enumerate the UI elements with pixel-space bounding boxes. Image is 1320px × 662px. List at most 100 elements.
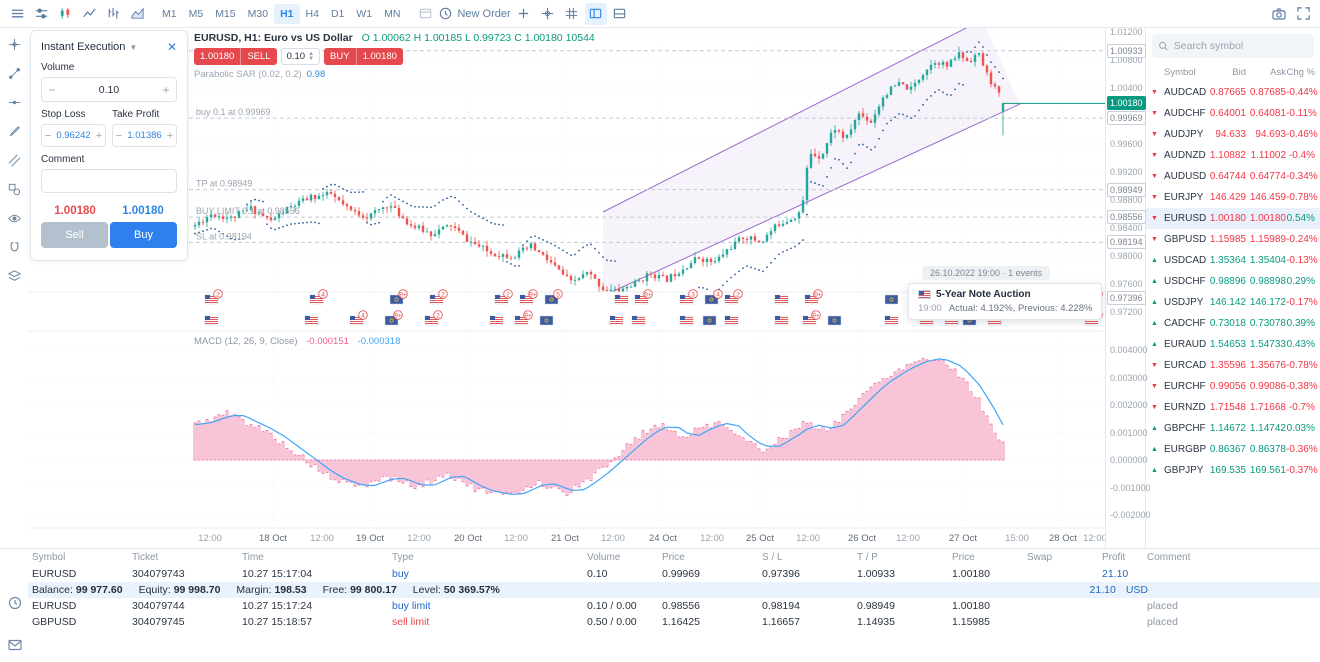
history-button[interactable] <box>4 592 26 614</box>
calendar-event-icon[interactable]: 4 <box>309 289 328 305</box>
pos-header-type[interactable]: Type <box>392 552 414 563</box>
timeframe-w1[interactable]: W1 <box>350 4 378 24</box>
calendar-event-icon[interactable]: 2 <box>494 289 513 305</box>
crosshair-button[interactable] <box>537 3 559 25</box>
one-click-sell-button[interactable]: 1.00180 SELL <box>194 48 277 65</box>
market-watch-row-usdcad[interactable]: ▲ USDCAD 1.35364 1.35404 -0.13% <box>1146 250 1320 271</box>
calendar-event-icon[interactable] <box>702 315 717 326</box>
pos-header-profit[interactable]: Profit <box>1102 552 1126 563</box>
candle-chart-type-button[interactable] <box>54 3 76 25</box>
area-chart-type-button[interactable] <box>126 3 148 25</box>
volume-stepper[interactable]: − 0.10 + <box>41 77 177 102</box>
pos-header-comment[interactable]: Comment <box>1147 552 1191 563</box>
channel-tool-icon[interactable] <box>4 150 24 170</box>
calendar-event-icon[interactable]: 4 <box>704 289 723 305</box>
stop-loss-minus-button[interactable]: − <box>44 129 52 142</box>
market-watch-row-cadchf[interactable]: ▲ CADCHF 0.73018 0.73078 0.39% <box>1146 313 1320 334</box>
templates-button[interactable] <box>414 3 436 25</box>
calendar-event-icon[interactable]: 9+ <box>634 289 653 305</box>
calendar-event-icon[interactable]: 9+ <box>804 289 823 305</box>
mw-header-symbol[interactable]: Symbol <box>1164 66 1196 78</box>
pos-header-swap[interactable]: Swap <box>1027 552 1053 563</box>
market-watch-row-eurcad[interactable]: ▼ EURCAD 1.35596 1.35676 -0.78% <box>1146 355 1320 376</box>
stop-loss-stepper[interactable]: − 0.96242 + <box>41 124 106 147</box>
objects-list-icon[interactable] <box>4 266 24 286</box>
market-watch-row-usdjpy[interactable]: ▲ USDJPY 146.142 146.172 -0.17% <box>1146 292 1320 313</box>
calendar-event-icon[interactable] <box>884 294 899 305</box>
calendar-event-icon[interactable] <box>679 315 694 326</box>
market-watch-row-gbpjpy[interactable]: ▲ GBPJPY 169.535 169.561 -0.37% <box>1146 460 1320 481</box>
calendar-event-icon[interactable]: 2 <box>204 289 223 305</box>
take-profit-plus-button[interactable]: + <box>166 129 174 142</box>
timeframe-mn[interactable]: MN <box>378 4 406 24</box>
calendar-event-icon[interactable] <box>774 315 789 326</box>
stop-loss-plus-button[interactable]: + <box>95 129 103 142</box>
close-icon[interactable]: ✕ <box>166 40 177 54</box>
pos-header-volume[interactable]: Volume <box>587 552 621 563</box>
market-watch-row-eurgbp[interactable]: ▲ EURGBP 0.86367 0.86378 -0.36% <box>1146 439 1320 460</box>
calendar-event-icon[interactable]: 2 <box>429 289 448 305</box>
line-chart-type-button[interactable] <box>78 3 100 25</box>
market-watch-row-audusd[interactable]: ▼ AUDUSD 0.64744 0.64774 -0.34% <box>1146 166 1320 187</box>
price-axis[interactable]: 1.01200 1.00800 1.00400 0.99600 0.99200 0.988… <box>1105 27 1151 548</box>
market-watch-row-audnzd[interactable]: ▼ AUDNZD 1.10882 1.11002 -0.4% <box>1146 145 1320 166</box>
market-watch-row-gbpchf[interactable]: ▲ GBPCHF 1.14672 1.14742 0.03% <box>1146 418 1320 439</box>
timeframe-m30[interactable]: M30 <box>242 4 274 24</box>
shapes-tool-icon[interactable] <box>4 179 24 199</box>
one-click-volume-input[interactable]: 0.10 ▲ ▼ <box>280 48 321 65</box>
stop-loss-value[interactable]: 0.96242 <box>56 130 91 141</box>
calendar-event-icon[interactable]: 9+ <box>519 289 538 305</box>
new-order-button[interactable]: New Order <box>438 3 511 25</box>
crosshair-tool-icon[interactable] <box>4 34 24 54</box>
take-profit-minus-button[interactable]: − <box>115 129 123 142</box>
market-watch-row-gbpusd[interactable]: ▼ GBPUSD 1.15985 1.15989 -0.24% <box>1146 229 1320 250</box>
market-watch-row-euraud[interactable]: ▲ EURAUD 1.54653 1.54733 0.43% <box>1146 334 1320 355</box>
calendar-event-icon[interactable] <box>884 315 899 326</box>
fullscreen-button[interactable] <box>1292 3 1314 25</box>
execution-mode-select[interactable]: Instant Execution <box>41 41 126 53</box>
position-row[interactable]: GBPUSD 304079745 10.27 15:18:57 sell limit 0… <box>28 614 1320 630</box>
take-profit-stepper[interactable]: − 1.01386 + <box>112 124 177 147</box>
position-row[interactable]: EURUSD 304079743 10.27 15:17:04 buy 0.10 0.99… <box>28 566 1320 582</box>
calendar-event-icon[interactable] <box>539 315 554 326</box>
pos-header-tp[interactable]: T / P <box>857 552 878 563</box>
calendar-event-icon[interactable]: 9+ <box>802 310 821 326</box>
market-watch-row-eurusd[interactable]: ▼ EURUSD 1.00180 1.00180 0.54% <box>1146 208 1320 229</box>
chevron-down-icon[interactable]: ▼ <box>129 42 138 52</box>
calendar-event-icon[interactable] <box>631 315 646 326</box>
pos-header-time[interactable]: Time <box>242 552 264 563</box>
calendar-event-icon[interactable]: 9+ <box>384 310 403 326</box>
buy-button[interactable]: Buy <box>110 222 177 248</box>
calendar-event-icon[interactable]: 2 <box>724 289 743 305</box>
market-watch-row-audcad[interactable]: ▼ AUDCAD 0.87665 0.87685 -0.44% <box>1146 82 1320 103</box>
market-watch-row-audjpy[interactable]: ▼ AUDJPY 94.633 94.693 -0.46% <box>1146 124 1320 145</box>
take-profit-value[interactable]: 1.01386 <box>127 130 162 141</box>
sell-button[interactable]: Sell <box>41 222 108 248</box>
market-watch-row-usdchf[interactable]: ▲ USDCHF 0.98896 0.98898 0.29% <box>1146 271 1320 292</box>
calendar-event-icon[interactable] <box>827 315 842 326</box>
timeframe-m1[interactable]: M1 <box>156 4 183 24</box>
pos-header-ticket[interactable]: Ticket <box>132 552 159 563</box>
calendar-event-icon[interactable]: 5 <box>544 289 563 305</box>
volume-minus-button[interactable]: − <box>48 82 56 97</box>
timeframe-m15[interactable]: M15 <box>209 4 241 24</box>
calendar-event-icon[interactable]: 2 <box>424 310 443 326</box>
market-watch-row-audchf[interactable]: ▼ AUDCHF 0.64001 0.64081 -0.11% <box>1146 103 1320 124</box>
mw-header-chg[interactable]: Chg % <box>1286 66 1315 78</box>
timeframe-h1[interactable]: H1 <box>274 3 300 24</box>
mailbox-button[interactable] <box>4 634 26 656</box>
calendar-event-icon[interactable] <box>774 294 789 305</box>
market-watch-row-eurjpy[interactable]: ▼ EURJPY 146.429 146.459 -0.78% <box>1146 187 1320 208</box>
symbol-search[interactable] <box>1152 34 1314 58</box>
one-click-buy-button[interactable]: BUY 1.00180 <box>324 48 403 65</box>
chart-layout-button[interactable] <box>584 2 607 25</box>
pos-header-price[interactable]: Price <box>952 552 975 563</box>
magnet-tool-icon[interactable] <box>4 237 24 257</box>
pos-header-sl[interactable]: S / L <box>762 552 783 563</box>
volume-spinner-icon[interactable]: ▲ ▼ <box>308 50 315 62</box>
calendar-event-icon[interactable] <box>614 294 629 305</box>
menu-button[interactable] <box>6 3 28 25</box>
position-row[interactable]: EURUSD 304079744 10.27 15:17:24 buy limit 0.… <box>28 598 1320 614</box>
add-chart-button[interactable] <box>513 3 535 25</box>
volume-plus-button[interactable]: + <box>162 82 170 97</box>
